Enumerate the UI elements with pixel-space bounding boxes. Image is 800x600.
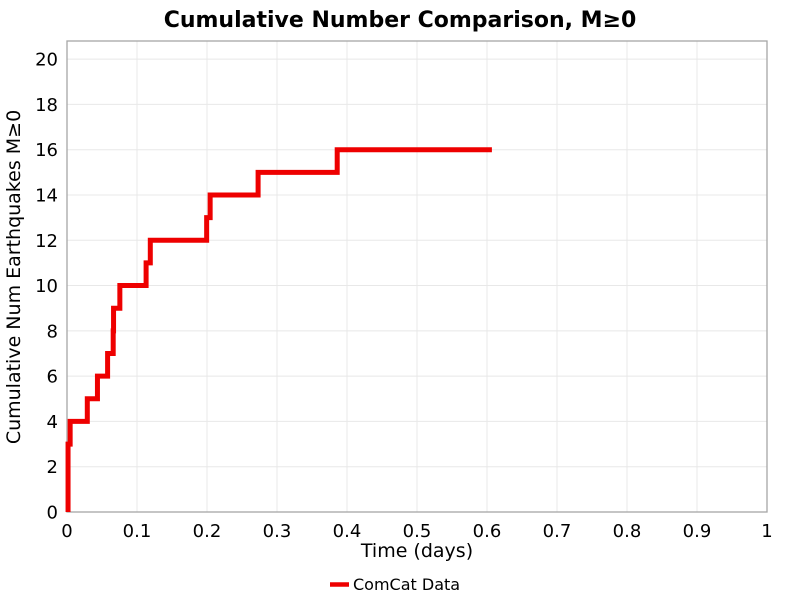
x-tick-label: 0.2 — [193, 521, 222, 542]
x-tick-label: 0 — [61, 521, 72, 542]
y-tick-label: 20 — [35, 50, 58, 71]
x-tick-label: 0.9 — [683, 521, 712, 542]
y-tick-label: 10 — [35, 276, 58, 297]
x-tick-label: 0.4 — [333, 521, 362, 542]
y-tick-label: 4 — [47, 412, 58, 433]
y-tick-labels: 0 2 4 6 8 10 12 14 16 18 20 — [35, 50, 58, 524]
y-tick-label: 16 — [35, 140, 58, 161]
y-tick-label: 12 — [35, 231, 58, 252]
y-tick-label: 6 — [47, 367, 58, 388]
y-tick-label: 8 — [47, 321, 58, 342]
x-tick-label: 0.6 — [473, 521, 502, 542]
y-tick-label: 18 — [35, 95, 58, 116]
comcat-step-line — [65, 147, 492, 512]
gridlines — [66, 41, 768, 513]
x-tick-label: 0.8 — [613, 521, 642, 542]
x-tick-label: 0.5 — [403, 521, 432, 542]
y-axis-label: Cumulative Num Earthquakes M≥0 — [3, 110, 25, 444]
chart-title: Cumulative Number Comparison, M≥0 — [164, 8, 637, 33]
x-tick-label: 1 — [761, 521, 772, 542]
legend-label: ComCat Data — [353, 575, 460, 594]
y-tick-label: 14 — [35, 185, 58, 206]
plot-border — [66, 40, 768, 513]
y-tick-label: 2 — [47, 457, 58, 478]
legend: ComCat Data — [330, 575, 460, 594]
x-tick-labels: 0 0.1 0.2 0.3 0.4 0.5 0.6 0.7 0.8 0.9 1 — [61, 521, 772, 542]
x-tick-label: 0.7 — [543, 521, 572, 542]
y-tick-label: 0 — [47, 503, 58, 524]
x-tick-label: 0.1 — [123, 521, 152, 542]
x-tick-label: 0.3 — [263, 521, 292, 542]
x-axis-label: Time (days) — [360, 540, 473, 562]
